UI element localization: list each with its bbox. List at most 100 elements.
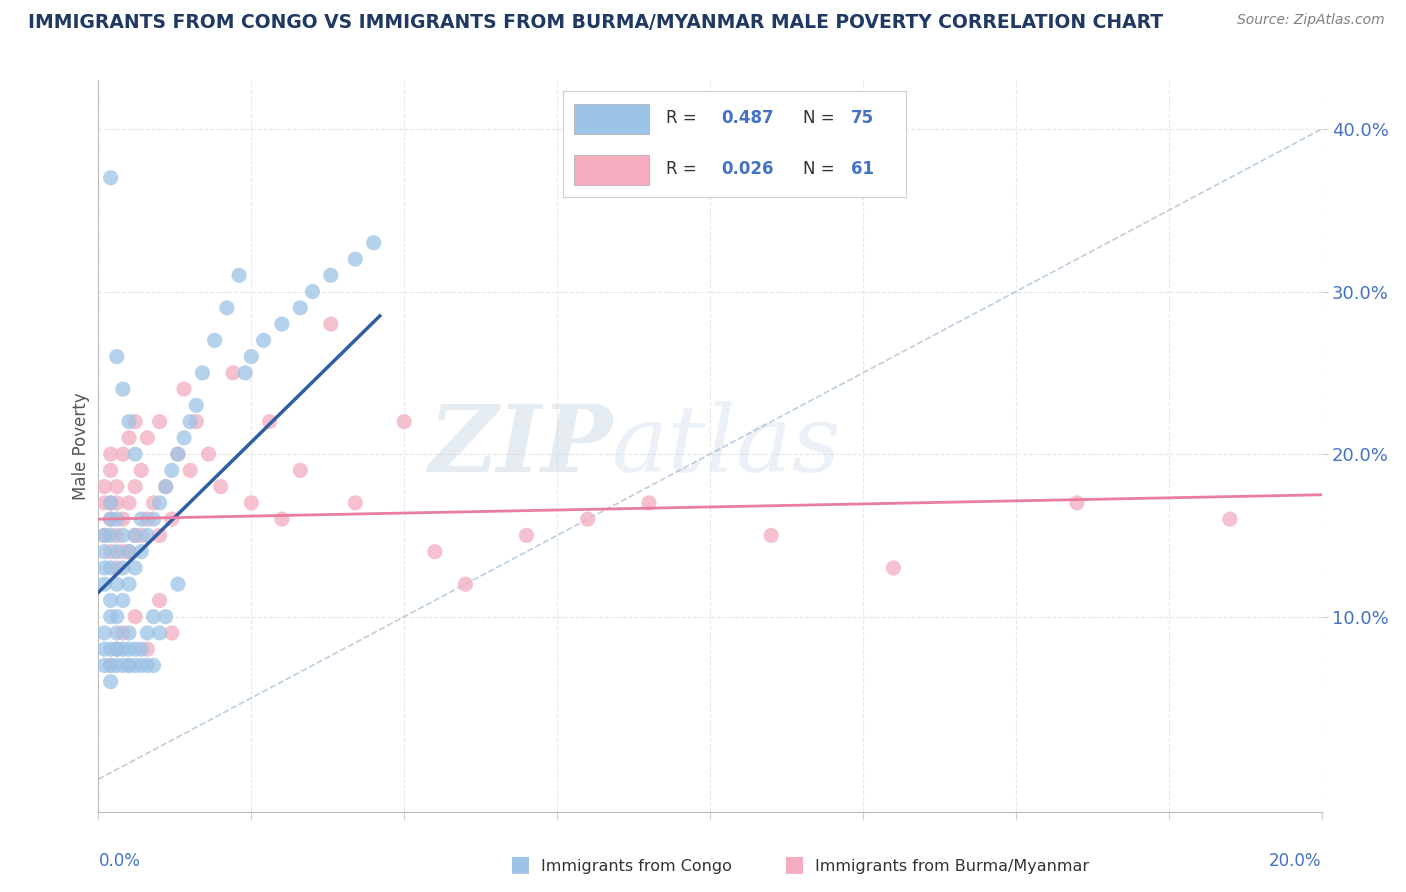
Point — [105, 642, 128, 657]
Point — [1219, 512, 1241, 526]
Point — [105, 609, 128, 624]
Point — [129, 463, 152, 477]
Point — [1066, 496, 1088, 510]
Point — [179, 463, 201, 477]
Point — [100, 170, 122, 185]
Point — [105, 512, 128, 526]
Point — [105, 626, 128, 640]
Point — [118, 658, 141, 673]
Point — [576, 512, 599, 526]
Point — [105, 561, 128, 575]
Point — [93, 626, 115, 640]
Point — [252, 334, 274, 348]
Point — [100, 463, 122, 477]
Y-axis label: Male Poverty: Male Poverty — [72, 392, 90, 500]
Point — [301, 285, 323, 299]
Point — [124, 447, 146, 461]
Point — [129, 528, 152, 542]
Point — [129, 642, 152, 657]
Point — [111, 626, 134, 640]
Point — [124, 528, 146, 542]
Point — [111, 642, 134, 657]
Point — [118, 658, 141, 673]
Point — [290, 301, 312, 315]
Point — [319, 268, 342, 283]
Point — [290, 463, 312, 477]
Point — [233, 366, 256, 380]
Point — [149, 626, 172, 640]
Point — [111, 593, 134, 607]
Text: IMMIGRANTS FROM CONGO VS IMMIGRANTS FROM BURMA/MYANMAR MALE POVERTY CORRELATION : IMMIGRANTS FROM CONGO VS IMMIGRANTS FROM… — [28, 13, 1163, 32]
Point — [111, 382, 134, 396]
Point — [124, 415, 146, 429]
Point — [259, 415, 281, 429]
Point — [197, 447, 219, 461]
Point — [124, 528, 146, 542]
Point — [124, 642, 146, 657]
Point — [149, 593, 172, 607]
Point — [100, 561, 122, 575]
Point — [136, 642, 159, 657]
Point — [111, 447, 134, 461]
Point — [93, 658, 115, 673]
Point — [100, 544, 122, 558]
Point — [454, 577, 477, 591]
Point — [105, 658, 128, 673]
Point — [93, 577, 115, 591]
Point — [100, 512, 122, 526]
Point — [637, 496, 661, 510]
Text: Immigrants from Burma/Myanmar: Immigrants from Burma/Myanmar — [815, 859, 1090, 874]
Point — [173, 382, 195, 396]
Point — [240, 350, 263, 364]
Point — [93, 528, 115, 542]
Text: ■: ■ — [785, 855, 804, 874]
Point — [160, 626, 183, 640]
Point — [105, 480, 128, 494]
Point — [516, 528, 538, 542]
Point — [118, 544, 141, 558]
Point — [160, 463, 183, 477]
Point — [136, 626, 159, 640]
Point — [100, 496, 122, 510]
Point — [100, 593, 122, 607]
Point — [124, 561, 146, 575]
Point — [215, 301, 238, 315]
Point — [136, 431, 159, 445]
Point — [319, 317, 342, 331]
Point — [105, 577, 128, 591]
Point — [105, 350, 128, 364]
Point — [228, 268, 250, 283]
Point — [222, 366, 245, 380]
Point — [270, 317, 292, 331]
Point — [191, 366, 214, 380]
Point — [270, 512, 292, 526]
Point — [93, 561, 115, 575]
Point — [111, 528, 134, 542]
Point — [204, 334, 226, 348]
Point — [118, 544, 141, 558]
Text: ZIP: ZIP — [427, 401, 612, 491]
Point — [118, 496, 141, 510]
Point — [344, 496, 367, 510]
Point — [100, 528, 122, 542]
Point — [118, 626, 141, 640]
Point — [209, 480, 232, 494]
Point — [129, 544, 152, 558]
Point — [240, 496, 263, 510]
Point — [118, 642, 141, 657]
Point — [124, 480, 146, 494]
Text: 20.0%: 20.0% — [1270, 852, 1322, 870]
Point — [118, 577, 141, 591]
Point — [155, 480, 177, 494]
Point — [155, 480, 177, 494]
Text: atlas: atlas — [612, 401, 842, 491]
Point — [105, 528, 128, 542]
Point — [105, 642, 128, 657]
Text: 0.0%: 0.0% — [98, 852, 141, 870]
Point — [111, 544, 134, 558]
Point — [93, 528, 115, 542]
Point — [129, 658, 152, 673]
Text: Source: ZipAtlas.com: Source: ZipAtlas.com — [1237, 13, 1385, 28]
Point — [100, 496, 122, 510]
Point — [344, 252, 367, 266]
